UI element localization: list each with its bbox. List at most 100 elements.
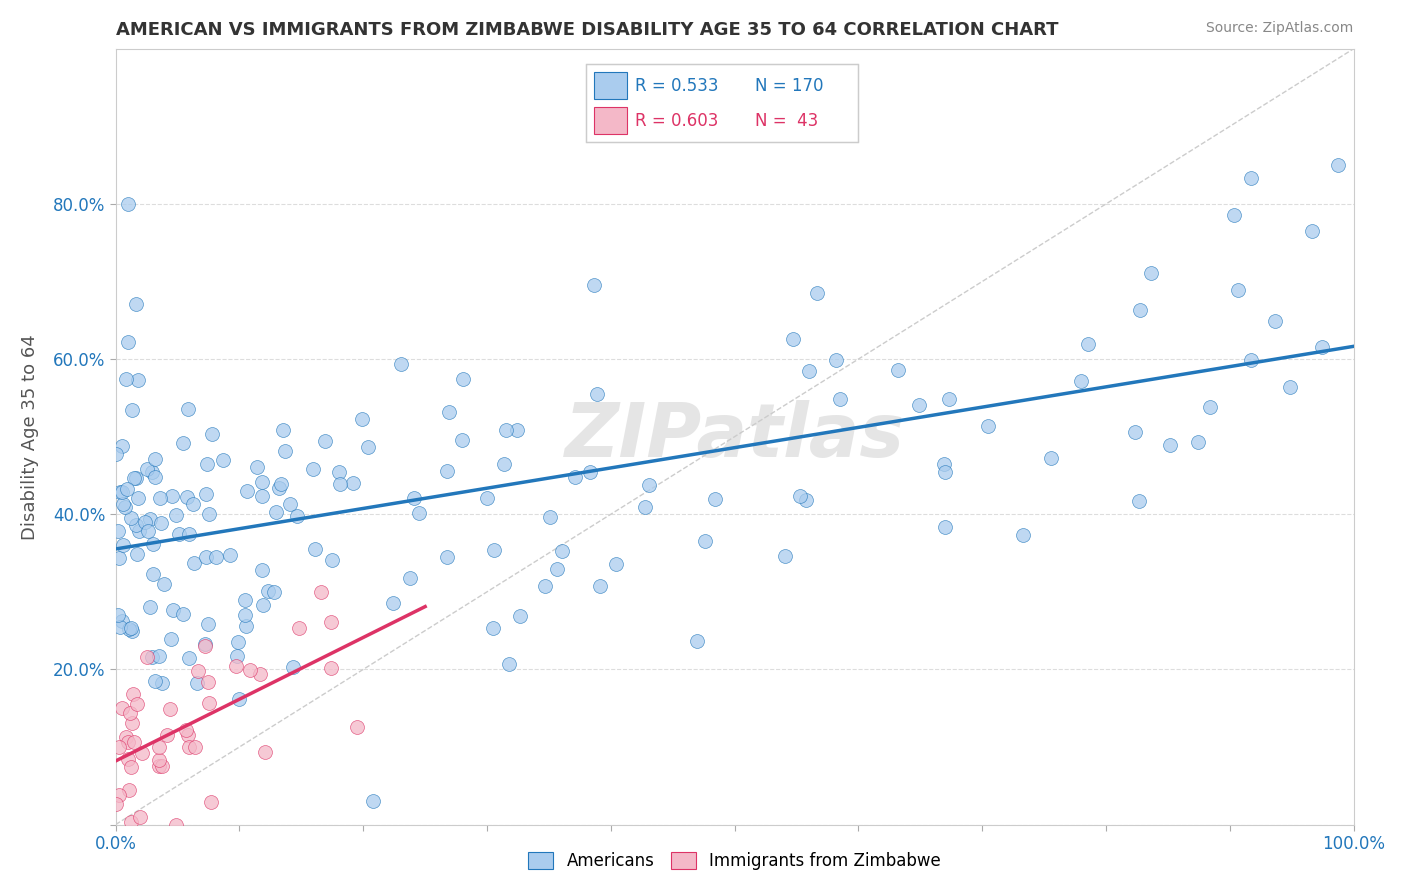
- Point: [149, 516, 172, 531]
- Point: [149, 491, 172, 505]
- Point: [107, 524, 129, 538]
- Point: [1223, 208, 1246, 222]
- Point: [498, 657, 520, 671]
- Point: [172, 435, 194, 450]
- Point: [1301, 224, 1323, 238]
- Point: [314, 434, 336, 449]
- Point: [250, 475, 273, 489]
- Point: [114, 372, 136, 386]
- Point: [122, 687, 145, 701]
- Point: [195, 487, 218, 501]
- Point: [143, 470, 166, 484]
- Point: [538, 509, 561, 524]
- Point: [436, 550, 458, 565]
- Point: [165, 817, 187, 831]
- Point: [176, 491, 198, 505]
- Point: [1310, 340, 1333, 354]
- Point: [136, 524, 159, 538]
- Text: Source: ZipAtlas.com: Source: ZipAtlas.com: [1206, 21, 1354, 35]
- Point: [142, 537, 165, 551]
- Legend: Americans, Immigrants from Zimbabwe: Americans, Immigrants from Zimbabwe: [520, 844, 949, 879]
- Point: [389, 357, 412, 371]
- Point: [120, 814, 142, 829]
- Point: [155, 728, 177, 742]
- Point: [177, 402, 200, 417]
- Point: [233, 593, 256, 607]
- Point: [830, 392, 852, 407]
- Point: [280, 497, 302, 511]
- Point: [186, 676, 208, 690]
- Point: [112, 538, 135, 552]
- Point: [148, 753, 170, 767]
- Point: [288, 621, 311, 635]
- Point: [184, 740, 207, 755]
- Point: [118, 706, 141, 720]
- Point: [352, 412, 374, 426]
- Point: [117, 196, 139, 211]
- Point: [136, 462, 159, 476]
- Point: [148, 649, 170, 664]
- Point: [551, 544, 574, 558]
- Point: [938, 392, 960, 406]
- Text: ZIPatlas: ZIPatlas: [565, 401, 904, 473]
- Point: [115, 731, 138, 745]
- Point: [115, 482, 138, 496]
- Point: [226, 648, 249, 663]
- Point: [582, 277, 605, 292]
- Point: [165, 508, 187, 523]
- Point: [150, 758, 173, 772]
- Point: [806, 285, 828, 300]
- Point: [111, 701, 134, 715]
- Point: [117, 734, 139, 748]
- Point: [139, 599, 162, 614]
- Point: [578, 465, 600, 479]
- Point: [605, 557, 627, 571]
- Point: [141, 649, 163, 664]
- Point: [977, 418, 1000, 433]
- Point: [218, 548, 240, 562]
- Point: [228, 692, 250, 706]
- Point: [197, 696, 219, 710]
- Point: [195, 457, 218, 471]
- Point: [107, 608, 129, 623]
- Point: [346, 720, 368, 734]
- Point: [148, 758, 170, 772]
- Point: [181, 497, 204, 511]
- Point: [177, 740, 200, 755]
- Point: [1326, 158, 1348, 172]
- Point: [1264, 314, 1286, 328]
- Point: [200, 795, 222, 809]
- Point: [246, 460, 269, 475]
- Point: [143, 674, 166, 689]
- Point: [638, 478, 661, 492]
- Point: [111, 439, 134, 453]
- Point: [1070, 374, 1092, 388]
- Point: [127, 491, 149, 505]
- Point: [148, 740, 170, 755]
- Point: [198, 507, 221, 521]
- Point: [281, 660, 304, 674]
- Point: [122, 735, 145, 749]
- Point: [117, 334, 139, 349]
- Point: [141, 566, 163, 581]
- Point: [160, 489, 183, 503]
- Point: [1279, 380, 1302, 394]
- Point: [127, 697, 149, 711]
- Point: [254, 745, 277, 759]
- Y-axis label: Disability Age 35 to 64: Disability Age 35 to 64: [21, 334, 39, 540]
- Point: [1123, 425, 1146, 439]
- Point: [250, 489, 273, 503]
- Point: [162, 603, 184, 617]
- Point: [110, 614, 132, 628]
- Text: AMERICAN VS IMMIGRANTS FROM ZIMBABWE DISABILITY AGE 35 TO 64 CORRELATION CHART: AMERICAN VS IMMIGRANTS FROM ZIMBABWE DIS…: [115, 21, 1059, 39]
- Point: [495, 423, 517, 437]
- Point: [436, 464, 458, 478]
- Point: [797, 364, 820, 378]
- Point: [252, 598, 274, 612]
- Point: [121, 624, 143, 639]
- Point: [117, 752, 139, 766]
- Point: [408, 506, 430, 520]
- Point: [271, 423, 294, 437]
- Point: [125, 471, 148, 485]
- Point: [269, 481, 291, 495]
